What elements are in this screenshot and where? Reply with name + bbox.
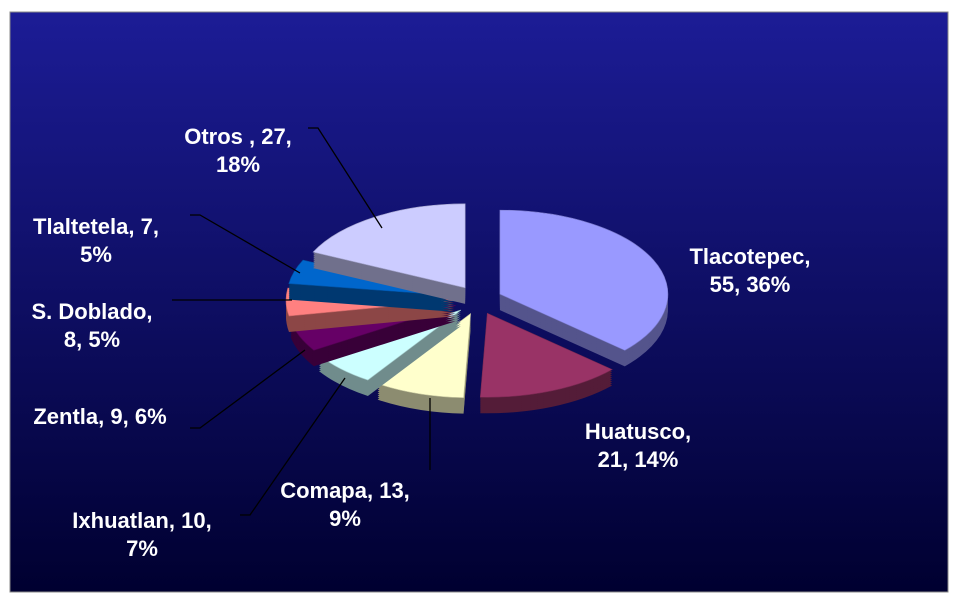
slice [479,312,613,414]
data-label-line: Zentla, 9, 6% [33,404,166,429]
plot-background [9,11,949,593]
slice [290,305,456,367]
data-label-line: Tlaltetela, 7, [33,214,159,239]
data-label: Zentla, 9, 6% [33,404,166,429]
data-label-line: 55, 36% [710,272,791,297]
data-label-line: Comapa, 13, [280,478,410,503]
slice [376,313,471,414]
leader-line [240,377,346,516]
data-label: Ixhuatlan, 10, 7% [72,508,211,561]
data-label: Huatusco, 21, 14% [585,419,691,472]
data-label: Tlaltetela, 7, 5% [33,214,159,267]
leader-lines [172,127,431,516]
slice [499,209,669,367]
data-label-line: 5% [80,242,112,267]
data-label-line: 21, 14% [598,447,679,472]
data-label-line: 18% [216,152,260,177]
data-labels: Tlacotepec, 55, 36% Huatusco, 21, 14% Comapa… [32,124,811,561]
data-label-line: 7% [126,536,158,561]
data-label-line: Ixhuatlan, 10, [72,508,211,533]
data-label-line: 9% [329,506,361,531]
slice-top [499,209,669,351]
pie [285,203,669,414]
slice [312,203,466,304]
data-label-line: Huatusco, [585,419,691,444]
data-label-line: S. Doblado, [32,299,153,324]
data-label: Comapa, 13, 9% [280,478,410,531]
slice-top [479,312,613,398]
leader-line [190,214,301,274]
data-label-line: 8, 5% [64,327,120,352]
data-label-line: Tlacotepec, [689,244,810,269]
leader-line [308,127,383,229]
data-label: Otros , 27, 18% [184,124,292,177]
data-label-line: Otros , 27, [184,124,292,149]
data-label: S. Doblado, 8, 5% [32,299,153,352]
leader-line [190,349,306,429]
data-label: Tlacotepec, 55, 36% [689,244,810,297]
